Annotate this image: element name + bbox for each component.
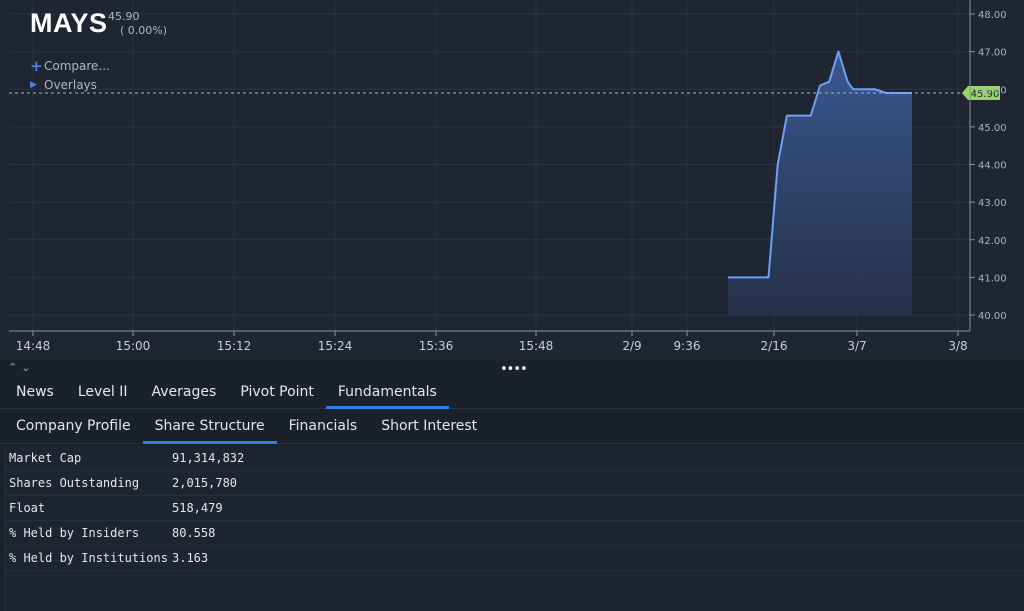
metric-label: Float: [9, 501, 46, 515]
y-tick-label: 42.00: [978, 236, 1007, 247]
x-tick-label: 15:36: [419, 339, 454, 353]
table-row: Shares Outstanding 2,015,780: [5, 471, 1024, 496]
x-tick-label: 15:48: [519, 339, 554, 353]
metric-label: % Held by Insiders: [9, 526, 140, 540]
table-row: % Held by Institutions 3.163: [5, 546, 1024, 571]
x-tick-label: 14:48: [16, 339, 51, 353]
subtab-share-structure[interactable]: Share Structure: [142, 410, 277, 444]
metric-value: 3.163: [172, 551, 209, 565]
x-tick-label: 9:36: [674, 339, 701, 353]
tab-level-ii[interactable]: Level II: [77, 384, 128, 400]
y-tick-label: 48.00: [978, 10, 1007, 21]
x-tick-label: 15:12: [217, 339, 252, 353]
x-tick-label: 3/7: [847, 339, 866, 353]
collapse-expand-icon[interactable]: ⌃⌄: [8, 361, 35, 374]
compare-button[interactable]: + Compare...: [30, 57, 110, 75]
metric-value: 91,314,832: [172, 451, 245, 465]
table-row: Float 518,479: [5, 496, 1024, 521]
y-tick-label: 47.00: [978, 48, 1007, 59]
tab-news[interactable]: News: [16, 384, 54, 400]
table-row: % Held by Insiders 80.558: [5, 521, 1024, 546]
series-area-fill: [728, 51, 912, 315]
x-tick-label: 2/16: [761, 339, 788, 353]
metric-label: Shares Outstanding: [9, 476, 140, 490]
metric-label: % Held by Institutions: [9, 551, 168, 565]
x-axis: 14:48 15:00 15:12 15:24 15:36 15:48 2/9 9:36 2/1…: [9, 330, 970, 353]
fundamentals-subtabs: Company Profile Share Structure Financials…: [0, 410, 1024, 444]
x-tick-label: 15:00: [116, 339, 151, 353]
metric-value: 518,479: [172, 501, 223, 515]
chart-grid: [9, 0, 970, 331]
tab-fundamentals[interactable]: Fundamentals: [325, 378, 449, 409]
x-tick-label: 15:24: [318, 339, 353, 353]
plus-icon: +: [30, 57, 43, 75]
metric-value: 80.558: [172, 526, 216, 540]
main-tabs: News Level II Averages Pivot Point Fundament…: [0, 378, 1024, 409]
y-axis: 48.00 47.00 46.00 45.00 44.00 43.00 42.00 41.00…: [969, 0, 1007, 331]
y-tick-label: 46.00: [978, 85, 1007, 96]
tab-pivot-point[interactable]: Pivot Point: [240, 384, 314, 400]
triangle-right-icon: ▶: [30, 80, 37, 90]
y-tick-label: 43.00: [978, 198, 1007, 209]
metric-value: 2,015,780: [172, 476, 238, 490]
chart-canvas[interactable]: 45.90 14:48 15:00 15:12 15:24 15:36 15:48 2/9 9…: [0, 0, 1024, 360]
subtab-short-interest[interactable]: Short Interest: [381, 418, 478, 434]
x-tick-label: 3/8: [948, 339, 967, 353]
compare-label: Compare...: [44, 59, 110, 73]
y-tick-label: 41.00: [978, 273, 1007, 284]
share-structure-table: Market Cap 91,314,832 Shares Outstanding 2,…: [4, 446, 1024, 611]
y-tick-label: 44.00: [978, 161, 1007, 172]
ticker-symbol: MAYS: [30, 8, 108, 38]
overlays-button[interactable]: ▶ Overlays: [30, 78, 97, 92]
subtab-financials[interactable]: Financials: [288, 418, 358, 434]
table-row: Market Cap 91,314,832: [5, 446, 1024, 471]
price-change: ( 0.00%): [120, 24, 168, 37]
tab-averages[interactable]: Averages: [151, 384, 217, 400]
price-chart[interactable]: 45.90 14:48 15:00 15:12 15:24 15:36 15:48 2/9 9…: [0, 0, 1024, 360]
y-tick-label: 45.00: [978, 123, 1007, 134]
overlays-label: Overlays: [44, 78, 97, 92]
current-price-tag-label: 45.90: [971, 89, 1000, 100]
price-area: [728, 50, 912, 315]
x-tick-label: 2/9: [622, 339, 641, 353]
y-tick-label: 40.00: [978, 311, 1007, 322]
metric-label: Market Cap: [9, 451, 82, 465]
subtab-company-profile[interactable]: Company Profile: [16, 418, 131, 434]
drag-handle-icon[interactable]: ••••: [500, 362, 528, 377]
panel-splitter[interactable]: ⌃⌄ ••••: [0, 360, 1024, 378]
last-price: 45.90: [108, 10, 140, 23]
series-line: [728, 50, 912, 279]
